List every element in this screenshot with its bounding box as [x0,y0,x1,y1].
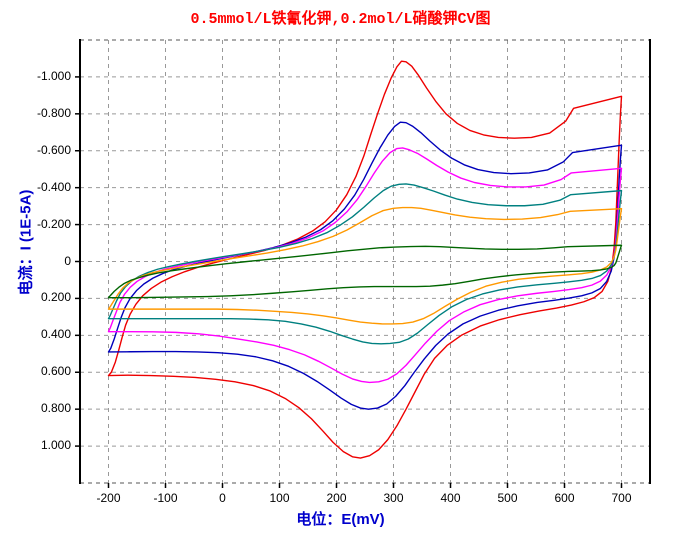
y-axis-title: 电流：I (1E-5A) [17,189,35,296]
x-axis-title: 电位：E(mV) [296,511,385,528]
x-tick-label: 600 [554,491,575,505]
axis-ticks [75,76,623,488]
y-tick-label: 0.600 [40,364,71,379]
curve-scan-6-green [107,244,623,299]
y-tick-label: 0.800 [40,401,71,416]
x-tick-label: -200 [96,491,121,505]
y-tick-label: 0.400 [40,327,71,342]
y-tick-label: -0.600 [36,142,71,157]
data-curves [107,60,623,459]
x-tick-label: 200 [326,491,347,505]
y-tick-label: -1.000 [36,68,71,83]
x-tick-label: -100 [153,491,178,505]
x-tick-label: 700 [611,491,632,505]
curve-scan-3-magenta [107,147,623,384]
x-tick-label: 100 [269,491,290,505]
y-tick-label: 0.200 [40,290,71,305]
y-tick-label: 1.000 [40,438,71,453]
x-tick-label: 500 [497,491,518,505]
y-tick-label: -0.200 [36,216,71,231]
page-title: 0.5mmol/L铁氰化钾,0.2mol/L硝酸钾CV图 [190,11,491,28]
x-tick-label: 300 [383,491,404,505]
x-tick-label: 400 [440,491,461,505]
curve-scan-5-orange [107,206,623,325]
curve-scan-4-teal [107,183,623,345]
y-tick-label: -0.800 [36,105,71,120]
x-tick-label: 0 [219,491,226,505]
gridlines [80,39,650,484]
y-tick-label: 0 [64,253,71,268]
curve-scan-1-red [107,60,623,459]
y-tick-label: -0.400 [36,179,71,194]
